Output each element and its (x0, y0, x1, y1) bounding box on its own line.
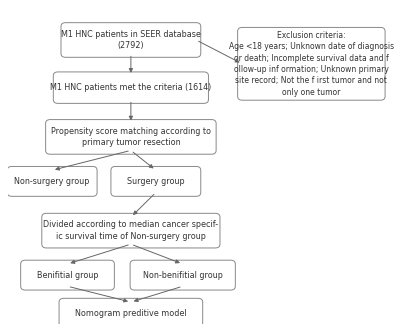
Text: Exclusion criteria:
Age <18 years; Unknown date of diagnosis
or death; Incomplet: Exclusion criteria: Age <18 years; Unkno… (229, 31, 394, 97)
Text: Non-surgery group: Non-surgery group (14, 177, 90, 186)
FancyBboxPatch shape (42, 213, 220, 248)
FancyBboxPatch shape (111, 166, 201, 196)
FancyBboxPatch shape (238, 27, 385, 100)
Text: Non-benifitial group: Non-benifitial group (143, 271, 223, 280)
Text: Propensity score matching according to
primary tumor resection: Propensity score matching according to p… (51, 127, 211, 147)
FancyBboxPatch shape (21, 260, 114, 290)
FancyBboxPatch shape (130, 260, 235, 290)
FancyBboxPatch shape (7, 166, 97, 196)
Text: M1 HNC patients met the criteria (1614): M1 HNC patients met the criteria (1614) (50, 83, 212, 92)
Text: Benifitial group: Benifitial group (37, 271, 98, 280)
FancyBboxPatch shape (53, 72, 208, 103)
FancyBboxPatch shape (46, 119, 216, 154)
FancyBboxPatch shape (59, 298, 203, 328)
Text: Surgery group: Surgery group (127, 177, 185, 186)
Text: Divided according to median cancer specif-
ic survival time of Non-surgery group: Divided according to median cancer speci… (43, 220, 218, 241)
FancyBboxPatch shape (61, 23, 201, 57)
Text: M1 HNC patients in SEER database
(2792): M1 HNC patients in SEER database (2792) (61, 30, 201, 50)
Text: Nomogram preditive model: Nomogram preditive model (75, 309, 187, 318)
